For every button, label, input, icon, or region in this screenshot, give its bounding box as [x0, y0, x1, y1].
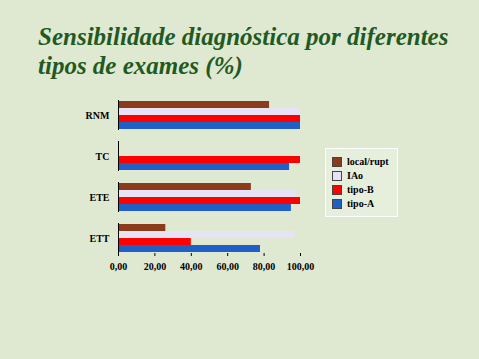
- svg-text:80,00: 80,00: [253, 261, 276, 272]
- html-text:Sensibilidade diagnóstica por: Sensibilidade diagnóstica por diferentes…: [38, 23, 449, 79]
- html-text:IAo: IAo: [347, 170, 364, 181]
- html-text:tipo-B: tipo-B: [347, 184, 374, 195]
- svg-text:ETE: ETE: [89, 192, 109, 203]
- svg-text:20,00: 20,00: [144, 261, 167, 272]
- svg-text:TC: TC: [96, 151, 110, 162]
- svg-text:100,00: 100,00: [287, 261, 315, 272]
- html-text:tipo-A: tipo-A: [347, 198, 375, 209]
- svg-text:RNM: RNM: [86, 110, 110, 121]
- svg-text:40,00: 40,00: [180, 261, 203, 272]
- svg-text:60,00: 60,00: [216, 261, 239, 272]
- svg-text:0,00: 0,00: [110, 261, 128, 272]
- svg-text:ETT: ETT: [89, 233, 109, 244]
- html-text:local/rupt: local/rupt: [347, 156, 389, 167]
